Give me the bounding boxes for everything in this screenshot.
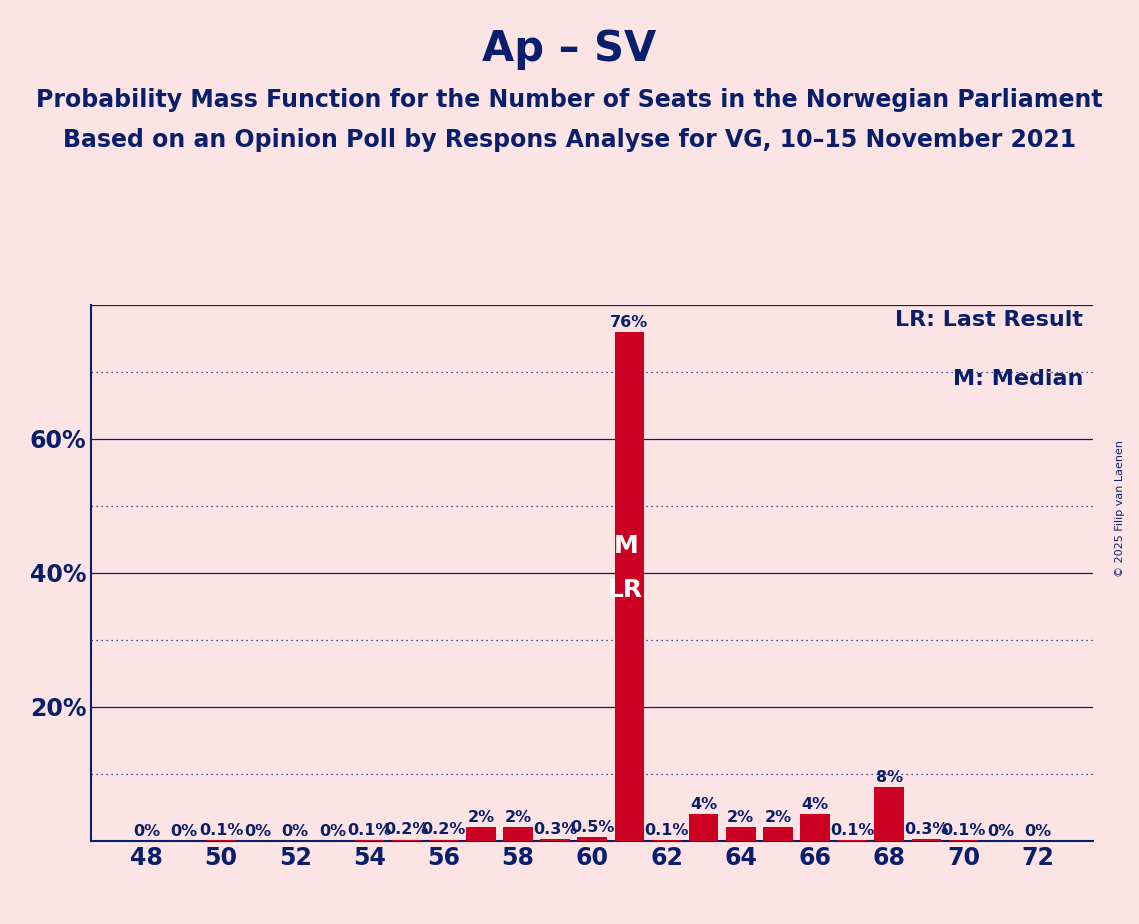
Bar <box>577 837 607 841</box>
Bar <box>726 828 755 841</box>
Text: 4%: 4% <box>690 797 718 812</box>
Text: 0.3%: 0.3% <box>904 821 949 837</box>
Bar <box>392 840 421 841</box>
Bar <box>429 840 459 841</box>
Bar <box>540 839 570 841</box>
Text: M: Median: M: Median <box>953 370 1083 389</box>
Bar <box>875 787 904 841</box>
Text: LR: LR <box>608 578 644 602</box>
Bar <box>689 814 719 841</box>
Text: 0%: 0% <box>988 824 1014 839</box>
Text: 0.1%: 0.1% <box>199 823 244 838</box>
Text: 0.1%: 0.1% <box>645 823 689 838</box>
Bar <box>615 332 645 841</box>
Text: 2%: 2% <box>727 810 754 825</box>
Text: 0%: 0% <box>133 824 161 839</box>
Text: 4%: 4% <box>802 797 828 812</box>
Text: 0.3%: 0.3% <box>533 821 577 837</box>
Bar <box>763 828 793 841</box>
Bar <box>911 839 941 841</box>
Text: 0%: 0% <box>281 824 309 839</box>
Text: LR: Last Result: LR: Last Result <box>895 310 1083 330</box>
Bar <box>801 814 830 841</box>
Text: 0.1%: 0.1% <box>830 823 875 838</box>
Text: 2%: 2% <box>764 810 792 825</box>
Text: 0.2%: 0.2% <box>385 822 429 837</box>
Text: © 2025 Filip van Laenen: © 2025 Filip van Laenen <box>1115 440 1124 577</box>
Text: 0%: 0% <box>319 824 346 839</box>
Text: 0.5%: 0.5% <box>571 821 614 835</box>
Text: 8%: 8% <box>876 771 903 785</box>
Text: 0%: 0% <box>245 824 272 839</box>
Bar <box>466 828 495 841</box>
Text: Probability Mass Function for the Number of Seats in the Norwegian Parliament: Probability Mass Function for the Number… <box>36 88 1103 112</box>
Text: 0%: 0% <box>171 824 197 839</box>
Text: 2%: 2% <box>505 810 532 825</box>
Text: 76%: 76% <box>611 315 648 330</box>
Text: 2%: 2% <box>467 810 494 825</box>
Text: Ap – SV: Ap – SV <box>483 28 656 69</box>
Text: 0.1%: 0.1% <box>347 823 392 838</box>
Text: 0.1%: 0.1% <box>941 823 985 838</box>
Text: Based on an Opinion Poll by Respons Analyse for VG, 10–15 November 2021: Based on an Opinion Poll by Respons Anal… <box>63 128 1076 152</box>
Bar <box>503 828 533 841</box>
Text: M: M <box>613 534 638 558</box>
Text: 0%: 0% <box>1024 824 1051 839</box>
Text: 0.2%: 0.2% <box>421 822 466 837</box>
